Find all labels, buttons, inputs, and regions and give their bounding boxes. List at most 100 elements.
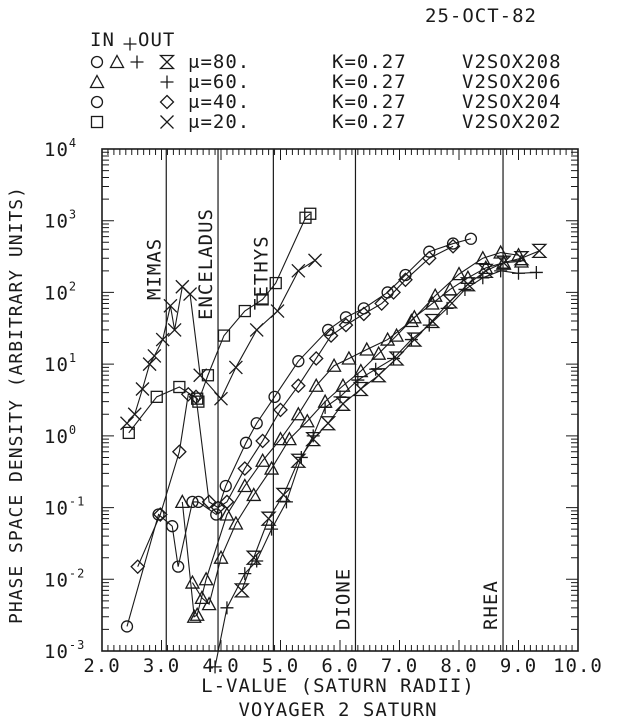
legend-row: μ=60. K=0.27 V2SOX206 bbox=[188, 71, 561, 93]
data-point bbox=[186, 495, 199, 509]
data-point bbox=[318, 400, 332, 414]
data-point bbox=[255, 433, 271, 449]
data-point bbox=[308, 351, 324, 366]
data-point bbox=[513, 251, 530, 266]
data-point bbox=[174, 494, 190, 509]
legend-file: V2SOX202 bbox=[462, 111, 562, 133]
data-point bbox=[406, 332, 423, 347]
series-line bbox=[126, 238, 472, 627]
data-point bbox=[423, 245, 436, 258]
legend-row: μ=40. K=0.27 V2SOX204 bbox=[188, 91, 561, 113]
data-point bbox=[459, 277, 476, 292]
data-point bbox=[255, 452, 271, 467]
data-point bbox=[356, 306, 372, 322]
data-point bbox=[167, 322, 182, 337]
data-point bbox=[281, 431, 298, 446]
data-point bbox=[451, 266, 467, 281]
data-point bbox=[192, 395, 205, 408]
data-point bbox=[371, 345, 387, 360]
data-point bbox=[290, 378, 306, 394]
data-point bbox=[142, 357, 157, 372]
data-point bbox=[219, 479, 232, 493]
series-3 bbox=[130, 238, 461, 575]
legend-k: K=0.27 bbox=[332, 111, 407, 133]
legend-circle-icon bbox=[90, 95, 104, 109]
data-point bbox=[122, 426, 135, 440]
data-point bbox=[163, 298, 178, 313]
chart-title: VOYAGER 2 SATURN bbox=[238, 699, 437, 721]
data-point bbox=[299, 413, 315, 428]
x-tick-label: 3.0 bbox=[143, 655, 180, 677]
moon-lines: MIMAS ENCELADUS TETHYS DIONE RHEA bbox=[143, 149, 504, 651]
data-point bbox=[256, 293, 269, 306]
y-axis-label: PHASE SPACE DENSITY (ARBITRARY UNITS) bbox=[6, 186, 27, 624]
data-point bbox=[172, 560, 185, 573]
data-point bbox=[272, 431, 289, 446]
data-point bbox=[155, 332, 170, 347]
data-point bbox=[186, 608, 202, 623]
legend-diamond-icon bbox=[159, 94, 175, 110]
data-point bbox=[370, 368, 387, 383]
data-point bbox=[374, 296, 390, 311]
data-point bbox=[270, 304, 285, 319]
legend-k: K=0.27 bbox=[332, 91, 407, 113]
data-point bbox=[194, 590, 210, 605]
x-tick-label: 10.0 bbox=[553, 655, 603, 677]
data-point bbox=[299, 211, 312, 224]
data-point bbox=[183, 287, 198, 301]
axis-tick-labels: 2.0 3.0 4.0 5.0 6.0 7.0 8.0 9.0 10.0 10-3 10-2 10-1… bbox=[44, 136, 603, 677]
data-point bbox=[238, 567, 252, 581]
axis-ticks bbox=[101, 148, 579, 652]
data-point bbox=[219, 506, 235, 521]
data-point bbox=[404, 333, 418, 347]
legend-in-plus-icon bbox=[123, 37, 137, 51]
y-tick-label: 101 bbox=[44, 351, 77, 376]
data-point bbox=[198, 571, 214, 586]
data-point bbox=[326, 357, 342, 372]
data-point bbox=[217, 329, 231, 342]
legend-row: μ=20. K=0.27 V2SOX202 bbox=[188, 111, 562, 133]
series-0 bbox=[122, 207, 317, 440]
moon-label-enceladus: ENCELADUS bbox=[195, 208, 217, 320]
legend-square-icon bbox=[90, 115, 104, 129]
data-point bbox=[201, 596, 217, 611]
data-point bbox=[458, 282, 472, 296]
data-point bbox=[477, 263, 494, 278]
data-point bbox=[351, 373, 365, 387]
data-point bbox=[237, 478, 253, 493]
y-tick-label: 102 bbox=[44, 279, 77, 304]
data-point bbox=[335, 377, 351, 392]
data-point bbox=[275, 487, 292, 503]
moon-label-dione: DIONE bbox=[332, 568, 354, 630]
legend-mu: μ=40. bbox=[188, 91, 250, 113]
data-point bbox=[120, 416, 134, 431]
data-point bbox=[339, 311, 353, 324]
data-point bbox=[210, 500, 226, 515]
data-point bbox=[353, 363, 369, 378]
series-4 bbox=[174, 244, 527, 623]
moon-label-tethys: TETHYS bbox=[250, 235, 272, 310]
data-point bbox=[290, 453, 307, 468]
data-series bbox=[120, 207, 548, 674]
data-point bbox=[201, 369, 215, 382]
y-tick-label: 100 bbox=[44, 423, 77, 448]
data-point bbox=[387, 351, 401, 365]
series-line bbox=[191, 260, 522, 606]
data-point bbox=[320, 416, 337, 431]
data-point bbox=[237, 461, 253, 476]
data-point bbox=[238, 304, 251, 318]
data-point bbox=[306, 429, 320, 443]
data-point bbox=[184, 574, 201, 589]
data-point bbox=[210, 508, 223, 521]
moon-label-rhea: RHEA bbox=[480, 580, 502, 630]
data-point bbox=[228, 515, 244, 530]
data-point bbox=[512, 266, 525, 280]
data-point bbox=[269, 276, 282, 290]
y-tick-label: 10-2 bbox=[44, 566, 85, 591]
series-line bbox=[137, 245, 454, 567]
data-point bbox=[135, 382, 150, 396]
data-point bbox=[239, 436, 253, 449]
legend-out-heading: OUT bbox=[138, 29, 175, 51]
